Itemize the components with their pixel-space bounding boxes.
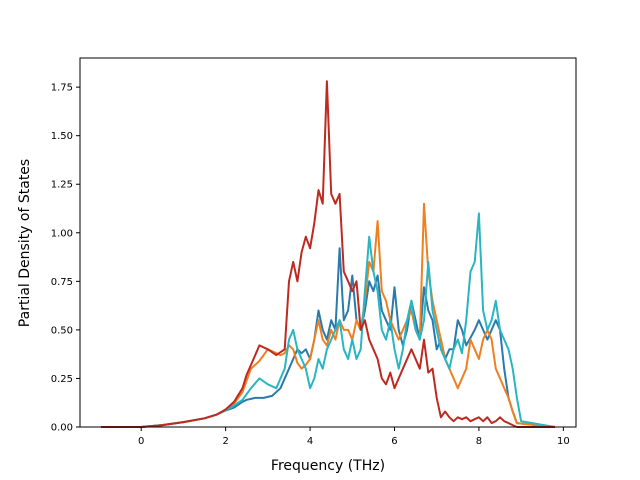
y-tick-label: 1.00 [51, 228, 73, 239]
x-tick-label: 10 [557, 436, 570, 447]
y-tick-label: 1.25 [51, 180, 73, 191]
y-tick-label: 1.50 [51, 131, 73, 142]
series-line-2 [101, 202, 556, 428]
x-tick-label: 2 [222, 436, 228, 447]
series-layer [101, 80, 556, 428]
series-line-4 [101, 80, 555, 428]
y-tick-label: 0.25 [51, 374, 73, 385]
y-axis-label: Partial Density of States [17, 159, 33, 327]
x-tick-label: 4 [307, 436, 313, 447]
x-axis-label: Frequency (THz) [271, 458, 385, 474]
series-line-1 [101, 247, 556, 428]
y-tick-label: 0.75 [51, 277, 73, 288]
x-axis: 0 2 4 6 8 10 [138, 427, 570, 447]
x-tick-label: 8 [476, 436, 482, 447]
y-tick-label: 0.50 [51, 325, 73, 336]
x-tick-label: 6 [391, 436, 397, 447]
plot-frame [79, 57, 577, 428]
y-tick-label: 1.75 [51, 83, 73, 94]
y-tick-label: 0.00 [51, 423, 73, 434]
series-line-3 [101, 212, 556, 428]
y-axis: 0.00 0.25 0.50 0.75 1.00 1.25 1.50 1.75 [51, 83, 80, 434]
x-tick-label: 0 [138, 436, 144, 447]
